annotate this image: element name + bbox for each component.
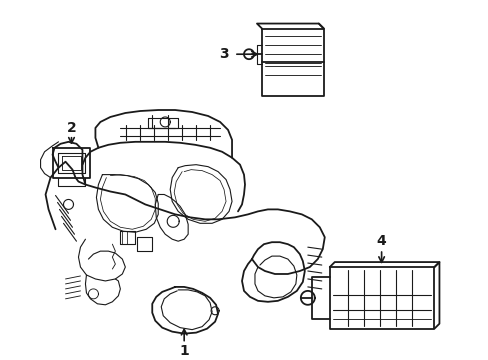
Text: 4: 4: [376, 234, 386, 248]
Text: 3: 3: [219, 47, 228, 61]
Text: 1: 1: [179, 343, 189, 357]
Text: 2: 2: [66, 121, 76, 135]
